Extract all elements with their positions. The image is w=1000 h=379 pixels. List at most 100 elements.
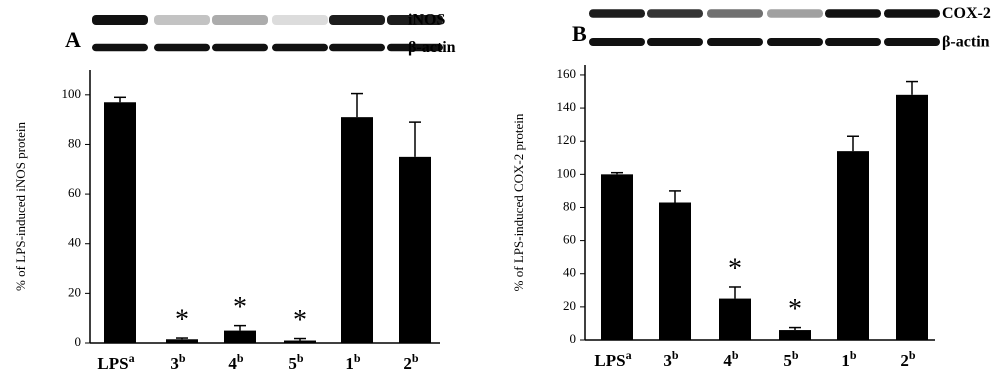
blot-band	[767, 9, 823, 18]
bar	[837, 151, 869, 340]
x-tick-label: 3b	[663, 348, 679, 370]
y-tick-label: 120	[557, 132, 577, 147]
y-tick-label: 80	[563, 198, 576, 213]
panel-label: B	[572, 21, 587, 46]
blot-label: iNOS	[408, 12, 445, 29]
category-superscript: b	[672, 348, 679, 362]
x-tick-label: 2b	[403, 351, 419, 373]
y-tick-label: 20	[563, 298, 576, 313]
category-name: LPS	[594, 351, 625, 370]
bar	[719, 298, 751, 340]
x-tick-label: 5b	[783, 348, 799, 370]
y-tick-label: 60	[68, 185, 81, 200]
y-tick-label: 140	[557, 99, 577, 114]
category-superscript: a	[129, 351, 135, 365]
y-tick-label: 100	[557, 165, 577, 180]
category-name: 1	[841, 351, 850, 370]
blot-band	[329, 43, 385, 52]
x-tick-label: 3b	[170, 351, 186, 373]
blot-band	[825, 9, 881, 18]
x-tick-label: LPSa	[97, 351, 134, 373]
blot-band	[707, 38, 763, 46]
category-superscript: b	[237, 351, 244, 365]
blot-band	[589, 9, 645, 18]
y-axis-label: % of LPS-induced iNOS protein	[13, 122, 28, 291]
category-name: LPS	[97, 354, 128, 373]
category-name: 5	[288, 354, 297, 373]
blot-band	[825, 38, 881, 46]
category-name: 4	[228, 354, 237, 373]
blot-band	[387, 43, 443, 52]
blot-band	[272, 43, 328, 52]
category-name: 3	[663, 351, 672, 370]
category-superscript: b	[412, 351, 419, 365]
blot-band	[647, 38, 703, 46]
significance-marker: *	[788, 294, 802, 325]
category-superscript: b	[792, 348, 799, 362]
blot-band	[647, 9, 703, 18]
blot-band	[92, 43, 148, 52]
bar	[104, 102, 136, 343]
blot-band	[92, 15, 148, 25]
y-tick-label: 80	[68, 135, 81, 150]
y-tick-label: 100	[62, 86, 82, 101]
blot-band	[884, 9, 940, 18]
significance-marker: *	[233, 292, 247, 323]
y-tick-label: 160	[557, 66, 577, 81]
y-axis-label: % of LPS-induced COX-2 protein	[511, 113, 526, 291]
panel-label: A	[65, 27, 81, 52]
blot-band	[272, 15, 328, 25]
bar	[166, 339, 198, 343]
bar	[224, 330, 256, 343]
x-tick-label: 1b	[841, 348, 857, 370]
blot-band	[154, 15, 210, 25]
significance-marker: *	[175, 304, 189, 335]
category-superscript: b	[297, 351, 304, 365]
x-tick-label: 1b	[345, 351, 361, 373]
category-name: 5	[783, 351, 792, 370]
x-tick-label: 5b	[288, 351, 304, 373]
category-name: 4	[723, 351, 732, 370]
blot-label: β-actin	[942, 34, 990, 51]
blot-band	[707, 9, 763, 18]
blot-label: β-actin	[408, 39, 456, 56]
x-tick-label: 4b	[723, 348, 739, 370]
blot-band	[387, 15, 443, 25]
blot-label: COX-2	[942, 5, 991, 22]
bar	[399, 156, 431, 343]
y-tick-label: 40	[68, 235, 81, 250]
x-tick-label: 4b	[228, 351, 244, 373]
bar	[896, 94, 928, 340]
y-tick-label: 0	[75, 334, 82, 349]
significance-marker: *	[728, 253, 742, 284]
category-superscript: b	[179, 351, 186, 365]
category-superscript: b	[354, 351, 361, 365]
blot-band	[212, 15, 268, 25]
blot-band	[589, 38, 645, 46]
y-tick-label: 20	[68, 284, 81, 299]
y-tick-label: 0	[570, 331, 577, 346]
category-superscript: b	[909, 348, 916, 362]
bar	[601, 174, 633, 340]
blot-band	[154, 43, 210, 52]
category-name: 1	[345, 354, 354, 373]
category-name: 2	[900, 351, 909, 370]
y-tick-label: 40	[563, 265, 576, 280]
x-tick-label: LPSa	[594, 348, 631, 370]
category-superscript: b	[732, 348, 739, 362]
category-name: 3	[170, 354, 179, 373]
category-superscript: b	[850, 348, 857, 362]
blot-band	[329, 15, 385, 25]
y-tick-label: 60	[563, 232, 576, 247]
category-name: 2	[403, 354, 412, 373]
bar	[779, 330, 811, 340]
category-superscript: a	[626, 348, 632, 362]
bar	[284, 340, 316, 343]
significance-marker: *	[293, 305, 307, 336]
x-tick-label: 2b	[900, 348, 916, 370]
bar	[659, 202, 691, 340]
bar	[341, 117, 373, 344]
blot-band	[884, 38, 940, 46]
blot-band	[212, 43, 268, 52]
